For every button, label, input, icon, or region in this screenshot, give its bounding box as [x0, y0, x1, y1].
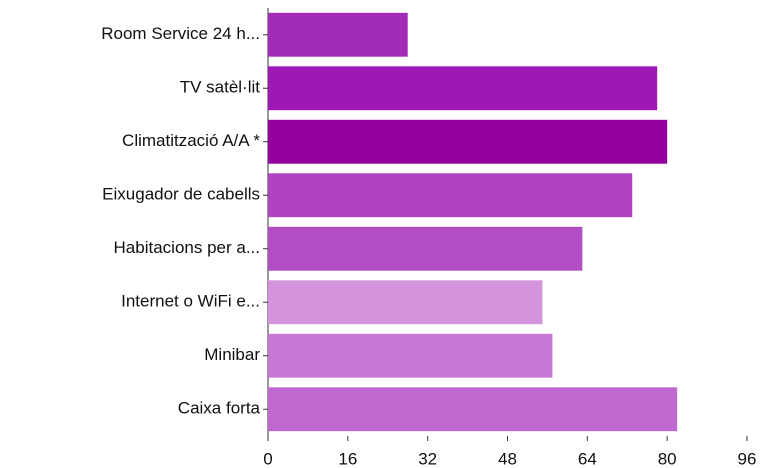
x-tick-label: 16 [338, 449, 357, 468]
x-tick-label: 64 [578, 449, 597, 468]
y-tick-label: Room Service 24 h... [101, 24, 260, 43]
bar [268, 333, 553, 378]
y-tick-label: Habitacions per a... [114, 238, 260, 257]
x-tick-label: 0 [263, 449, 272, 468]
x-tick-label: 96 [738, 449, 757, 468]
x-tick-label: 48 [498, 449, 517, 468]
x-tick-label: 32 [418, 449, 437, 468]
y-tick-label: TV satèl·lit [180, 78, 261, 97]
bar [268, 280, 543, 325]
bar [268, 12, 408, 57]
bar [268, 387, 678, 432]
y-tick-label: Caixa forta [178, 399, 261, 418]
bar [268, 173, 633, 218]
bar [268, 226, 583, 271]
x-tick-label: 80 [658, 449, 677, 468]
bar [268, 66, 658, 111]
y-tick-label: Eixugador de cabells [102, 185, 260, 204]
y-tick-label: Climatització A/A * [122, 131, 260, 150]
y-tick-label: Internet o WiFi e... [121, 292, 260, 311]
bar [268, 119, 668, 164]
y-tick-label: Minibar [204, 345, 260, 364]
